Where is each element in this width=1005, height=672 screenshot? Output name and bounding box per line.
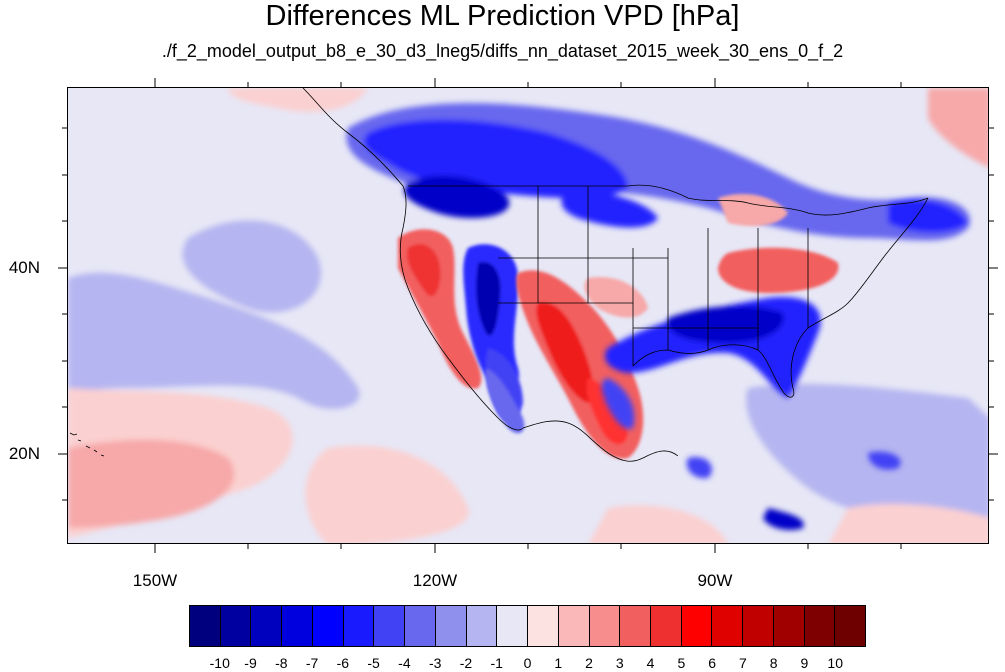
lon-label-150w: 150W	[132, 571, 178, 590]
colorbar-cell	[190, 606, 221, 646]
colorbar-cell	[712, 606, 744, 646]
field-west-red	[398, 229, 482, 389]
colorbar-cell	[773, 606, 805, 646]
coastline-and-borders	[69, 88, 929, 462]
colorbar-cell	[220, 606, 252, 646]
colorbar-tick-label: 6	[708, 655, 717, 671]
colorbar-cell	[466, 606, 498, 646]
map-title: Differences ML Prediction VPD [hPa]	[265, 0, 740, 32]
lon-label-90w: 90W	[697, 571, 733, 590]
colorbar-cell	[620, 606, 652, 646]
field-southeast-blue	[601, 297, 901, 530]
colorbar-tick-label: -7	[305, 655, 319, 671]
colorbar-cell	[651, 606, 682, 646]
lat-label-20n: 20N	[8, 444, 40, 463]
colorbar-tick-label: 8	[769, 655, 778, 671]
colorbar-tick-label: -9	[244, 655, 257, 671]
colorbar-tick-label: -1	[490, 655, 503, 671]
colorbar-tick-label: 1	[554, 655, 563, 671]
colorbar-cell	[282, 606, 313, 646]
colorbar-tick-label: -3	[428, 655, 442, 671]
field-northern-blue-band	[346, 103, 970, 241]
colorbar-tick-label: 5	[677, 655, 686, 671]
colorbar-cell	[251, 606, 283, 646]
colorbar-tick-label: 2	[585, 655, 593, 671]
colorbar-cell	[374, 606, 406, 646]
colorbar-tick-label: 7	[739, 655, 747, 671]
map-plot-area	[67, 87, 989, 544]
colorbar-cell	[743, 606, 774, 646]
colorbar-cell	[528, 606, 559, 646]
vpd-difference-field	[68, 88, 988, 543]
colorbar-cell	[589, 606, 621, 646]
lat-label-40n: 40N	[8, 258, 40, 277]
colorbar-cell	[558, 606, 590, 646]
colorbar-cell	[405, 606, 436, 646]
lon-label-120w: 120W	[412, 571, 458, 590]
colorbar-cell	[343, 606, 375, 646]
colorbar-cell	[804, 606, 836, 646]
colorbar-cell	[497, 606, 529, 646]
colorbar-tick-label: -2	[459, 655, 473, 671]
colorbar-tick-label: 3	[615, 655, 624, 671]
colorbar-tick-label: 0	[523, 655, 532, 671]
field-baja-blue	[485, 368, 525, 434]
colorbar-tick-label: -5	[367, 655, 380, 671]
colorbar-tick-label: 9	[800, 655, 809, 671]
colorbar-tick-label: 10	[827, 655, 843, 671]
field-background-patches	[68, 88, 988, 543]
colorbar-tick-label: -10	[209, 655, 230, 671]
colorbar-tick-label: -6	[336, 655, 350, 671]
colorbar-cell	[435, 606, 467, 646]
colorbar-cell	[681, 606, 713, 646]
colorbar-tick-label: -8	[275, 655, 288, 671]
colorbar-tick-label: 4	[646, 655, 655, 671]
colorbar-cell	[835, 606, 866, 646]
colorbar	[189, 605, 866, 647]
map-subtitle: ./f_2_model_output_b8_e_30_d3_lneg5/diff…	[161, 41, 844, 61]
colorbar-cell	[312, 606, 344, 646]
colorbar-tick-label: -4	[398, 655, 411, 671]
